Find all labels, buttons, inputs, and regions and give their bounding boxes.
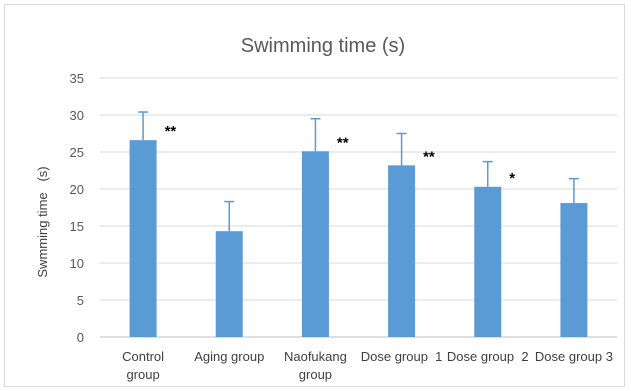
y-tick-labels: 0 5 10 15 20 25 30 35 — [70, 71, 84, 345]
significance-mark: ** — [165, 123, 177, 140]
significance-marks: ******* — [165, 123, 516, 187]
bar — [560, 203, 588, 337]
y-tick-label: 15 — [70, 219, 84, 234]
y-tick-label: 35 — [70, 71, 84, 86]
category-label: Dose group 2 — [447, 349, 529, 364]
category-label: Dose group 3 — [535, 349, 613, 364]
category-label: Control — [122, 349, 164, 364]
y-tick-label: 5 — [77, 293, 84, 308]
category-label: group — [299, 367, 332, 382]
significance-mark: * — [509, 170, 515, 187]
category-label: Dose group 1 — [361, 349, 443, 364]
bar — [215, 231, 243, 337]
bar — [474, 186, 502, 337]
error-bars — [138, 111, 579, 232]
y-tick-label: 25 — [70, 145, 84, 160]
category-label: Naofukang — [284, 349, 347, 364]
gridlines — [100, 77, 617, 338]
y-tick-label: 10 — [70, 256, 84, 271]
y-axis-title: Swmming time (s) — [35, 166, 50, 277]
significance-mark: ** — [423, 148, 435, 165]
y-tick-label: 20 — [70, 182, 84, 197]
category-labels: Control group Aging group Naofukang group Dos… — [122, 349, 613, 382]
category-label: group — [126, 367, 159, 382]
bar — [301, 151, 329, 337]
y-tick-label: 30 — [70, 108, 84, 123]
bar — [388, 165, 416, 337]
chart-title: Swimming time (s) — [241, 35, 405, 57]
y-tick-label: 0 — [77, 330, 84, 345]
bar — [129, 140, 157, 337]
category-label: Aging group — [194, 349, 264, 364]
bars — [129, 140, 588, 337]
significance-mark: ** — [337, 134, 349, 151]
